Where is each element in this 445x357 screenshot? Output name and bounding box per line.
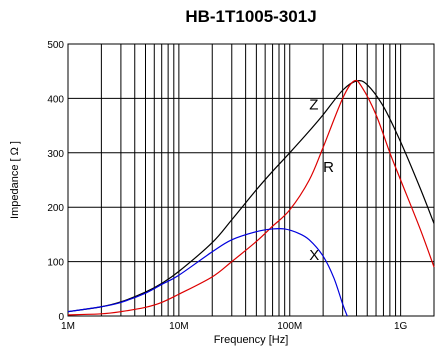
plot-frame — [67, 43, 435, 317]
curve-labels: Z R X — [309, 96, 334, 264]
series-line-r — [67, 79, 435, 316]
curve-label-z: Z — [309, 96, 318, 113]
x-tick-label: 1G — [394, 321, 408, 332]
curve-label-x: X — [309, 247, 319, 264]
series-group — [67, 79, 435, 317]
curve-label-r: R — [323, 159, 334, 176]
y-tick-label: 300 — [47, 149, 64, 160]
chart-title: HB-1T1005-301J — [185, 7, 316, 26]
grid — [68, 44, 434, 316]
x-tick-label: 10M — [169, 321, 188, 332]
series-line-z — [67, 80, 435, 313]
y-tick-label: 200 — [47, 203, 64, 214]
x-tick-labels: 1M 10M 100M 1G — [61, 321, 407, 332]
y-tick-label: 500 — [47, 40, 64, 51]
y-tick-label: 400 — [47, 94, 64, 105]
y-tick-label: 0 — [58, 312, 64, 323]
y-axis-label: Impedance [ Ω ] — [9, 141, 21, 219]
series-line-x — [67, 227, 348, 317]
y-tick-labels: 0 100 200 300 400 500 — [47, 40, 64, 323]
x-axis-label: Frequency [Hz] — [214, 334, 289, 346]
x-tick-label: 1M — [61, 321, 75, 332]
y-tick-label: 100 — [47, 258, 64, 269]
x-tick-label: 100M — [277, 321, 302, 332]
